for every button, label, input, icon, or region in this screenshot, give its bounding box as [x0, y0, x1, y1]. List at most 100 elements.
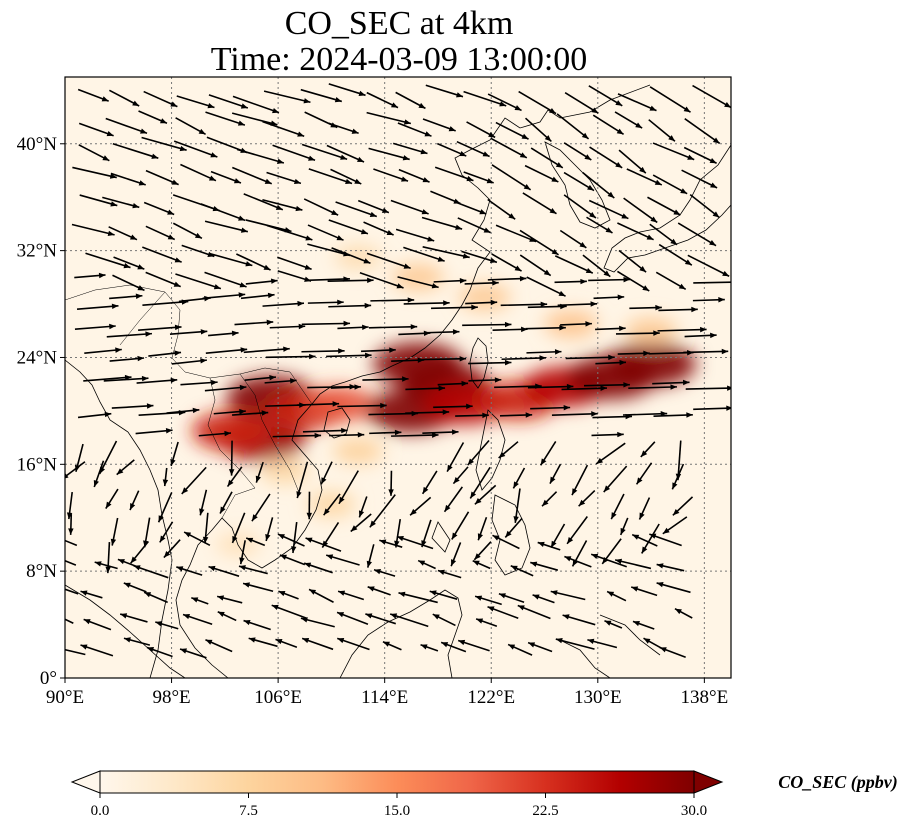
- wind-vector-arrow: [405, 385, 446, 391]
- wind-vector-arrow: [162, 467, 169, 487]
- wind-vector-arrow: [145, 225, 176, 241]
- wind-vector-arrow: [693, 405, 731, 411]
- wind-vector-arrow: [208, 94, 249, 109]
- wind-vector-arrow: [240, 292, 275, 300]
- wind-vector-arrow: [539, 441, 557, 466]
- wind-vector-arrow: [300, 88, 343, 103]
- wind-vector-arrow: [78, 122, 114, 137]
- wind-vector-arrow: [652, 142, 695, 161]
- wind-vector-arrow: [659, 646, 686, 658]
- wind-vector-arrow: [464, 280, 499, 286]
- wind-vector-arrow: [672, 496, 694, 516]
- wind-vector-arrow: [323, 493, 341, 516]
- wind-vector-arrow: [180, 379, 218, 386]
- colorbar-tick-label: 0.0: [91, 803, 110, 819]
- colorbar-tick-label: 15.0: [384, 803, 410, 819]
- wind-vector-arrow: [524, 164, 559, 183]
- wind-vector-arrow: [180, 163, 217, 182]
- wind-vector-arrow: [368, 324, 418, 330]
- wind-vector-arrow: [143, 591, 168, 604]
- wind-vector-arrow: [191, 597, 209, 605]
- colorbar-tick-label: 30.0: [681, 803, 707, 819]
- wind-vector-arrow: [586, 216, 613, 234]
- wind-vector-arrow: [266, 171, 302, 185]
- wind-vector-arrow: [326, 144, 365, 163]
- lat-tick-label: 24°N: [17, 347, 58, 368]
- wind-vector-arrow: [271, 604, 307, 619]
- wind-vector-arrow: [234, 319, 274, 326]
- wind-vector-arrow: [524, 117, 552, 143]
- philippines-south: [491, 494, 531, 576]
- wind-vector-arrow: [684, 332, 717, 339]
- wind-vector-arrow: [296, 461, 309, 499]
- wind-vector-arrow: [366, 544, 375, 568]
- wind-vector-arrow: [643, 637, 662, 649]
- colorbar-tick-label: 7.5: [239, 803, 258, 819]
- wind-vector-arrow: [308, 588, 334, 603]
- wind-vector-arrow: [422, 246, 470, 259]
- wind-vector-arrow: [632, 620, 655, 630]
- wind-vector-arrow: [395, 91, 426, 110]
- wind-vector-arrow: [320, 461, 333, 485]
- wind-vector-arrow: [146, 646, 173, 658]
- lon-tick-label: 130°E: [574, 687, 622, 708]
- wind-vector-arrow: [336, 611, 369, 626]
- wind-vector-arrow: [647, 196, 681, 216]
- wind-vector-arrow: [102, 196, 140, 209]
- wind-vector-arrow: [532, 594, 555, 604]
- wind-vector-arrow: [397, 122, 432, 137]
- wind-vector-arrow: [684, 118, 721, 145]
- wind-vector-arrow: [656, 582, 691, 594]
- wind-vector-arrow: [238, 565, 268, 575]
- lon-tick-label: 106°E: [254, 687, 302, 708]
- wind-vector-arrow: [65, 461, 86, 479]
- hainan-coastline: [323, 407, 351, 439]
- lon-tick-label: 138°E: [681, 687, 729, 708]
- wind-vector-arrow: [74, 272, 106, 279]
- wind-vector-arrow: [365, 613, 397, 625]
- wind-vector-arrow: [232, 166, 273, 185]
- wind-vector-arrow: [269, 323, 306, 330]
- wind-vector-arrow: [148, 350, 182, 357]
- wind-vector-arrow: [560, 321, 592, 327]
- wind-vector-arrow: [331, 247, 371, 264]
- wind-vector-arrow: [330, 384, 361, 390]
- wind-vector-arrow: [604, 619, 623, 629]
- wind-vector-arrow: [631, 533, 658, 547]
- map-axes: 90°E 98°E 106°E 114°E 122°E 130°E 138°E 0° 8°N 16…: [17, 134, 729, 708]
- wind-vector-arrow: [338, 470, 359, 505]
- wind-vector-arrow: [652, 379, 690, 386]
- wind-vector-arrow: [243, 346, 290, 354]
- wind-vector-arrow: [366, 91, 399, 109]
- colorbar-body: [99, 770, 695, 794]
- taiwan-coastline: [469, 337, 489, 389]
- wind-vector-arrow: [491, 253, 522, 272]
- wind-vector-arrow: [110, 517, 119, 546]
- wind-vector-arrow: [337, 590, 365, 601]
- wind-vector-arrow: [357, 199, 390, 214]
- wind-vector-arrow: [429, 590, 458, 600]
- wind-vector-arrow: [561, 385, 607, 391]
- wind-vector-arrow: [403, 246, 445, 262]
- wind-vector-arrow: [564, 555, 592, 568]
- wind-vector-arrow: [123, 637, 151, 646]
- wind-vector-arrow: [623, 197, 658, 224]
- colorbar-extend-low: [70, 770, 101, 794]
- wind-vector-arrow: [587, 638, 618, 649]
- wind-vector-arrow: [475, 618, 498, 627]
- wind-vector-arrow: [199, 489, 208, 516]
- wind-vector-arrow: [231, 512, 246, 544]
- wind-vector-arrow: [208, 565, 240, 577]
- wind-vector-arrow: [183, 531, 211, 547]
- wind-vector-arrow: [422, 356, 467, 362]
- wind-vector-arrow: [216, 595, 243, 604]
- wind-vector-arrow: [136, 377, 178, 384]
- wind-vector-arrow: [111, 403, 154, 409]
- wind-vector-arrow: [588, 199, 629, 220]
- wind-vector-arrow: [325, 554, 360, 566]
- myanmar-coastline: [65, 359, 173, 678]
- wind-vector-arrow: [405, 409, 450, 415]
- wind-vector-arrow: [487, 275, 527, 282]
- wind-vector-arrow: [563, 171, 595, 192]
- wind-vector-arrow: [425, 84, 464, 98]
